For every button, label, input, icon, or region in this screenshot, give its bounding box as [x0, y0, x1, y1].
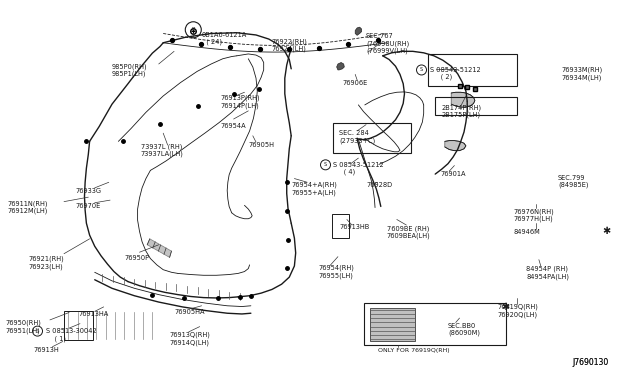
- Text: 76976N(RH)
76977H(LH): 76976N(RH) 76977H(LH): [513, 208, 554, 222]
- Text: 76913HA: 76913HA: [78, 311, 108, 317]
- Text: ✱: ✱: [603, 227, 611, 236]
- Text: 76913Q(RH)
76914Q(LH): 76913Q(RH) 76914Q(LH): [170, 332, 211, 346]
- Text: S: S: [420, 67, 423, 73]
- Bar: [333, 123, 411, 153]
- Text: S 08543-51212
     ( 4): S 08543-51212 ( 4): [333, 162, 383, 175]
- Text: SEC.799
(84985E): SEC.799 (84985E): [558, 175, 589, 188]
- Text: 985P0(RH)
985P1(LH): 985P0(RH) 985P1(LH): [112, 63, 148, 77]
- Text: S: S: [36, 328, 39, 334]
- Text: 76913P(RH)
76914P(LH): 76913P(RH) 76914P(LH): [221, 95, 260, 109]
- Text: S 08543-51212
     ( 2): S 08543-51212 ( 2): [430, 67, 481, 80]
- Text: 76933M(RH)
76934M(LH): 76933M(RH) 76934M(LH): [562, 67, 603, 81]
- Text: 84954P (RH)
84954PA(LH): 84954P (RH) 84954PA(LH): [526, 266, 569, 280]
- Text: J7690130: J7690130: [573, 358, 609, 367]
- Text: 76919Q(RH)
76920Q(LH): 76919Q(RH) 76920Q(LH): [498, 304, 539, 318]
- Text: 76950P: 76950P: [125, 255, 150, 261]
- Text: 76906E: 76906E: [342, 80, 367, 86]
- Polygon shape: [451, 92, 475, 107]
- Text: 76950(RH)
76951(LH): 76950(RH) 76951(LH): [5, 320, 41, 334]
- Text: 76913H: 76913H: [33, 347, 59, 353]
- Text: SEC.767
(76998U(RH)
(76999V(LH): SEC.767 (76998U(RH) (76999V(LH): [366, 33, 410, 54]
- Polygon shape: [445, 141, 466, 151]
- Text: 76921(RH)
76923(LH): 76921(RH) 76923(LH): [29, 256, 65, 270]
- Text: 76928D: 76928D: [366, 182, 392, 188]
- Bar: [370, 308, 415, 341]
- Text: 76901A: 76901A: [440, 171, 466, 177]
- Polygon shape: [147, 239, 172, 257]
- Text: ✱: ✱: [502, 302, 509, 312]
- Bar: [435, 97, 517, 115]
- Text: 76922(RH)
76924(LH): 76922(RH) 76924(LH): [271, 38, 307, 52]
- Bar: [64, 311, 93, 340]
- Bar: [428, 54, 517, 86]
- Bar: [364, 303, 506, 345]
- Text: 0B1A6-6121A
  ( 24): 0B1A6-6121A ( 24): [202, 32, 247, 45]
- Text: 76905H: 76905H: [248, 142, 275, 148]
- Text: 76913HB: 76913HB: [340, 224, 370, 230]
- Text: 73937L (RH)
73937LA(LH): 73937L (RH) 73937LA(LH): [141, 143, 184, 157]
- Text: 76933G: 76933G: [76, 188, 102, 194]
- Text: S: S: [324, 162, 327, 167]
- Text: 76905HA: 76905HA: [174, 309, 205, 315]
- Text: 76911N(RH)
76912M(LH): 76911N(RH) 76912M(LH): [8, 200, 48, 214]
- Text: 76970E: 76970E: [76, 203, 100, 209]
- Text: ONLY FOR 76919Q(RH): ONLY FOR 76919Q(RH): [378, 348, 449, 353]
- Text: 7609BE (RH)
7609BEA(LH): 7609BE (RH) 7609BEA(LH): [387, 225, 430, 239]
- Text: 84946M: 84946M: [513, 229, 540, 235]
- Text: 76954+A(RH)
76955+A(LH): 76954+A(RH) 76955+A(LH): [292, 182, 338, 196]
- Text: SEC. 284
(27933+C): SEC. 284 (27933+C): [339, 130, 376, 144]
- Text: 2B174P(RH)
2B175P(LH): 2B174P(RH) 2B175P(LH): [442, 104, 482, 118]
- Text: B: B: [191, 27, 195, 32]
- Text: S 08513-30042
    ( 1): S 08513-30042 ( 1): [46, 328, 97, 341]
- Polygon shape: [337, 62, 344, 70]
- Text: J7690130: J7690130: [573, 358, 609, 367]
- Polygon shape: [355, 27, 362, 35]
- Text: 76954(RH)
76955(LH): 76954(RH) 76955(LH): [318, 265, 354, 279]
- Text: 76954A: 76954A: [221, 123, 246, 129]
- Text: SEC.BB0
(86090M): SEC.BB0 (86090M): [448, 323, 480, 336]
- Bar: [332, 214, 349, 238]
